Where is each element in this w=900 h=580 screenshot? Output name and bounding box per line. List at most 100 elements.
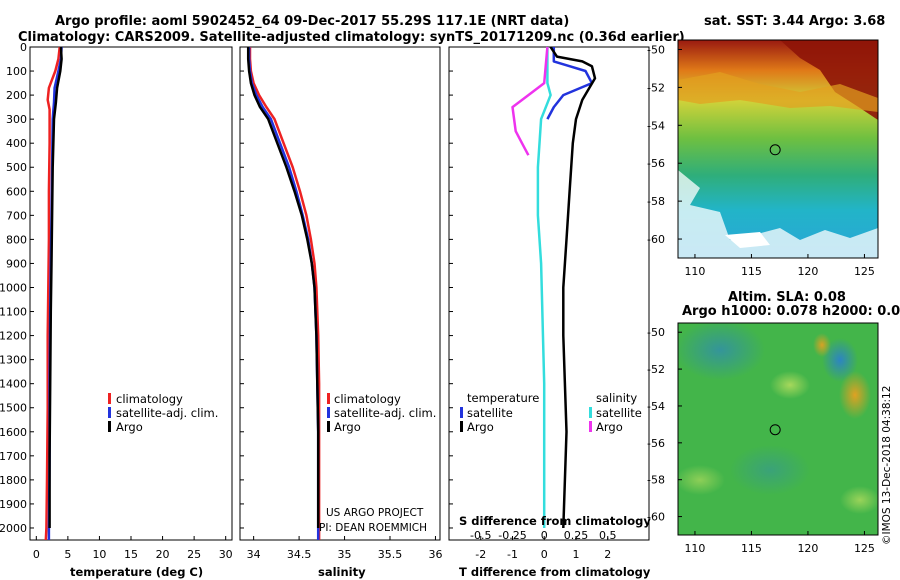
x-tick-label: 35	[338, 548, 352, 561]
imos-credit: ©IMOS 13-Dec-2018 04:38:12	[881, 386, 893, 545]
legend-salinity-title: salinity	[596, 391, 637, 405]
series-line	[246, 47, 320, 528]
sla-high-2	[813, 333, 831, 357]
y-tick-label: 1000	[0, 281, 27, 294]
sla-low-2	[822, 338, 858, 382]
map-lat-label: -56	[647, 437, 665, 450]
difference-x-axis: -2 -1 0 1 2	[475, 536, 611, 561]
legend-climatology: climatology	[116, 392, 183, 406]
temperature-plot-frame	[29, 46, 233, 541]
legend-satellite-adj: satellite-adj. clim.	[116, 406, 218, 420]
x-tick-label: 5	[64, 548, 71, 561]
y-tick-label: 0	[20, 41, 27, 54]
difference-plot-frame	[448, 46, 650, 541]
legend-swatch-satellite	[327, 407, 330, 418]
series-line	[511, 46, 549, 156]
difference-y-ticks	[449, 46, 453, 529]
credit-pi: PI: DEAN ROEMMICH	[319, 522, 427, 534]
sst-map-frame	[677, 39, 879, 259]
s-tick-label: 0	[541, 529, 548, 542]
legend-argo: Argo	[116, 420, 143, 434]
y-tick-label: 1600	[0, 426, 27, 439]
temperature-legend: climatology satellite-adj. clim. Argo	[108, 392, 218, 434]
y-tick-label: 800	[6, 233, 27, 246]
legend-s-satellite: satellite	[596, 406, 642, 420]
x-tick-label: 0	[33, 548, 40, 561]
y-tick-label: 1800	[0, 474, 27, 487]
depth-axis: 0 100 200 300 400 500 600 700 800 900 1000 1100 1200…	[0, 41, 34, 535]
map-lat-label: -58	[647, 195, 665, 208]
legend-swatch-s-satellite	[589, 407, 592, 418]
y-tick-label: 1500	[0, 402, 27, 415]
map-lon-label: 120	[797, 542, 818, 555]
legend-s-argo: Argo	[596, 420, 623, 434]
salinity-xlabel: salinity	[318, 565, 366, 579]
x-tick-label: -1	[507, 548, 518, 561]
sla-mid-1	[770, 371, 810, 399]
title-line-1: Argo profile: aoml 5902452_64 09-Dec-201…	[55, 14, 569, 29]
difference-lines	[511, 46, 597, 529]
x-tick-label: 2	[604, 548, 611, 561]
temperature-lines	[44, 46, 63, 541]
series-line	[549, 46, 597, 529]
salinity-y-ticks	[240, 46, 244, 529]
sst-missing-patch	[725, 232, 770, 248]
credit-project: US ARGO PROJECT	[326, 507, 424, 519]
x-tick-label: 15	[124, 548, 138, 561]
series-line	[536, 47, 552, 528]
s-tick-label: 0.5	[599, 529, 617, 542]
map-lat-label: -58	[647, 474, 665, 487]
y-tick-label: 400	[6, 137, 27, 150]
sst-map-axes: -50 -52 -54 -56 -58 -60 110 115 120 125	[647, 43, 875, 278]
salinity-panel: 34 34.5 35 35.5 36 salinity climatology sate…	[239, 46, 442, 579]
sla-map-frame	[677, 322, 879, 536]
salinity-legend: climatology satellite-adj. clim. Argo	[327, 392, 436, 434]
x-tick-label: 34.5	[287, 548, 312, 561]
sst-front	[678, 72, 878, 112]
x-tick-label: 34	[247, 548, 261, 561]
y-tick-label: 1700	[0, 450, 27, 463]
legend-swatch-climatology	[327, 393, 330, 404]
temperature-panel: 0100200300400500600700800900100011001200…	[0, 41, 233, 579]
y-tick-label: 1400	[0, 378, 27, 391]
legend-swatch-climatology	[108, 393, 111, 404]
s-difference-xlabel: S difference from climatology	[459, 514, 651, 528]
sla-mid-3	[678, 465, 725, 495]
s-difference-ticks: -0.5 -0.25 0 0.25 0.5	[470, 529, 616, 542]
argo-float-marker	[769, 424, 781, 436]
x-tick-label: 1	[572, 548, 579, 561]
sla-high-1	[839, 371, 871, 419]
map-lat-label: -60	[647, 511, 665, 524]
legend-t-argo: Argo	[467, 420, 494, 434]
sla-low-3	[730, 445, 810, 495]
y-tick-label: 100	[6, 65, 27, 78]
map-lat-label: -52	[647, 81, 665, 94]
y-tick-label: 1100	[0, 306, 27, 319]
map-lat-label: -54	[647, 400, 665, 413]
temperature-x-axis: 0 5 10 15 20 25 30	[33, 536, 233, 561]
map-lon-label: 115	[741, 542, 762, 555]
y-tick-label: 900	[6, 257, 27, 270]
sla-blank	[678, 535, 878, 565]
temperature-xlabel: temperature (deg C)	[70, 565, 203, 579]
title-line-2: Climatology: CARS2009. Satellite-adjuste…	[18, 30, 685, 45]
sla-mid-2	[840, 486, 878, 514]
legend-climatology: climatology	[334, 392, 401, 406]
series-line	[248, 47, 321, 540]
y-tick-label: 2000	[0, 522, 27, 535]
sla-low-1	[678, 323, 765, 380]
difference-legend: temperature salinity satellite Argo sate…	[460, 391, 642, 434]
x-tick-label: -2	[475, 548, 486, 561]
y-tick-label: 1300	[0, 354, 27, 367]
sst-map: sat. SST: 3.44 Argo: 3.68 -50-52-54-56-5…	[647, 14, 885, 278]
y-tick-label: 1200	[0, 330, 27, 343]
series-line	[48, 46, 63, 528]
salinity-lines	[246, 47, 321, 540]
y-tick-label: 600	[6, 185, 27, 198]
s-tick-label: 0.25	[564, 529, 589, 542]
map-lon-label: 125	[854, 265, 875, 278]
x-tick-label: 25	[187, 548, 201, 561]
x-tick-label: 30	[219, 548, 233, 561]
x-tick-label: 36	[428, 548, 442, 561]
salinity-x-axis: 34 34.5 35 35.5 36	[247, 536, 442, 561]
